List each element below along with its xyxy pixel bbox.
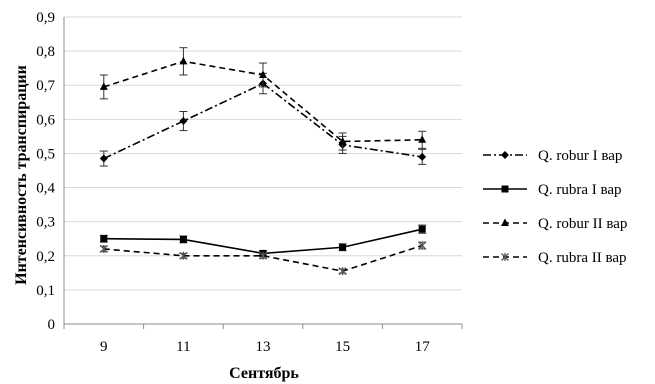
x-tick-label: 15 (335, 339, 350, 355)
legend: Q. robur I вар Q. rubra I вар Q. robur II … (483, 148, 627, 266)
data-point (179, 251, 188, 260)
legend-item: Q. robur I вар (483, 148, 622, 164)
series-line (103, 82, 423, 160)
x-tick-label: 13 (256, 339, 271, 355)
y-tick-label: 0,1 (36, 283, 55, 299)
data-point (338, 137, 347, 145)
data-point (100, 235, 108, 243)
y-tick-label: 0,7 (36, 78, 55, 94)
data-point (259, 251, 267, 260)
legend-label: Q. rubra II вар (538, 250, 627, 266)
series-line (103, 244, 423, 272)
data-point (338, 267, 347, 276)
x-axis-title: Сентябрь (229, 365, 299, 382)
y-tick-label: 0,5 (36, 146, 55, 162)
data-point (259, 70, 267, 78)
data-point (339, 243, 347, 251)
legend-marker (501, 253, 509, 261)
y-tick-label: 0,3 (36, 215, 55, 231)
data-point (99, 82, 108, 90)
x-tick-label: 11 (176, 339, 190, 355)
data-point (418, 135, 427, 143)
y-tick-label: 0,2 (36, 249, 55, 265)
legend-marker (501, 218, 509, 226)
data-point (99, 154, 108, 163)
y-axis-title: Интенсивность транспирации (13, 65, 30, 285)
y-tick-label: 0,9 (36, 10, 55, 26)
data-point (179, 117, 188, 126)
gridlines (64, 16, 462, 291)
y-tick-label: 0 (48, 317, 56, 333)
legend-label: Q. robur I вар (538, 148, 622, 164)
y-tick-label: 0,8 (36, 44, 55, 60)
series-4 (99, 241, 427, 276)
x-tick-label: 17 (415, 339, 431, 355)
legend-marker (501, 185, 509, 193)
series-line (103, 228, 423, 255)
series-3 (99, 47, 427, 151)
data-point (418, 241, 427, 250)
data-point (99, 244, 108, 253)
x-tick-label: 9 (100, 339, 108, 355)
data-point (418, 225, 426, 233)
x-axis-ticks: 9 11 13 15 17 (63, 324, 463, 355)
data-point (179, 56, 188, 65)
axes (63, 17, 462, 325)
series-layer (99, 47, 427, 276)
data-point (179, 235, 187, 243)
legend-marker (501, 151, 509, 159)
data-point (418, 152, 427, 161)
legend-item: Q. rubra I вар (483, 182, 622, 198)
legend-item: Q. robur II вар (483, 216, 627, 232)
y-tick-label: 0,4 (36, 181, 55, 197)
legend-label: Q. robur II вар (538, 216, 627, 232)
legend-label: Q. rubra I вар (538, 182, 622, 198)
legend-item: Q. rubra II вар (483, 250, 627, 266)
y-axis-ticks: 0 0,1 0,2 0,3 0,4 0,5 0,6 0,7 0,8 0,9 (36, 10, 55, 333)
y-tick-label: 0,6 (36, 112, 55, 128)
